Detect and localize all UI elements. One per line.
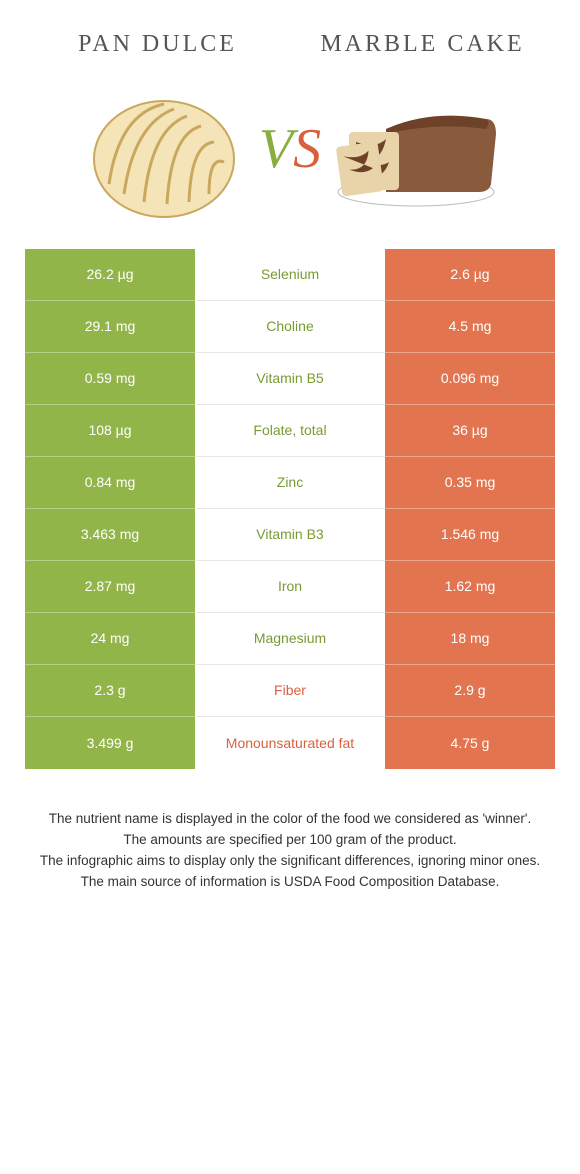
- right-value-cell: 18 mg: [385, 613, 555, 665]
- nutrient-label-cell: Iron: [195, 561, 385, 613]
- table-row: 24 mgMagnesium18 mg: [25, 613, 555, 665]
- right-food-title: Marble cake: [290, 30, 555, 59]
- table-row: 0.59 mgVitamin B50.096 mg: [25, 353, 555, 405]
- left-food-title: Pan dulce: [25, 30, 290, 59]
- right-value-cell: 1.62 mg: [385, 561, 555, 613]
- marble-cake-image: [331, 74, 501, 224]
- left-value-cell: 26.2 µg: [25, 249, 195, 301]
- right-value-cell: 4.5 mg: [385, 301, 555, 353]
- table-row: 0.84 mgZinc0.35 mg: [25, 457, 555, 509]
- right-value-cell: 0.096 mg: [385, 353, 555, 405]
- nutrient-label-cell: Choline: [195, 301, 385, 353]
- nutrient-label-cell: Vitamin B3: [195, 509, 385, 561]
- nutrient-label-cell: Monounsaturated fat: [195, 717, 385, 769]
- table-row: 2.3 gFiber2.9 g: [25, 665, 555, 717]
- header-titles: Pan dulce Marble cake: [25, 30, 555, 59]
- left-value-cell: 3.463 mg: [25, 509, 195, 561]
- left-value-cell: 0.59 mg: [25, 353, 195, 405]
- left-value-cell: 29.1 mg: [25, 301, 195, 353]
- footnote-line: The amounts are specified per 100 gram o…: [35, 830, 545, 851]
- footnote-line: The infographic aims to display only the…: [35, 851, 545, 872]
- vs-label: VS: [259, 117, 321, 181]
- left-value-cell: 0.84 mg: [25, 457, 195, 509]
- nutrient-label-cell: Magnesium: [195, 613, 385, 665]
- images-row: VS: [25, 74, 555, 224]
- right-value-cell: 36 µg: [385, 405, 555, 457]
- comparison-table: 26.2 µgSelenium2.6 µg29.1 mgCholine4.5 m…: [25, 249, 555, 769]
- table-row: 3.463 mgVitamin B31.546 mg: [25, 509, 555, 561]
- nutrient-label-cell: Selenium: [195, 249, 385, 301]
- vs-s: S: [293, 118, 321, 180]
- left-value-cell: 3.499 g: [25, 717, 195, 769]
- vs-v: V: [259, 118, 293, 180]
- nutrient-label-cell: Vitamin B5: [195, 353, 385, 405]
- left-value-cell: 2.87 mg: [25, 561, 195, 613]
- nutrient-label-cell: Fiber: [195, 665, 385, 717]
- right-title-col: Marble cake: [290, 30, 555, 59]
- table-row: 29.1 mgCholine4.5 mg: [25, 301, 555, 353]
- footnotes: The nutrient name is displayed in the co…: [25, 809, 555, 893]
- footnote-line: The main source of information is USDA F…: [35, 872, 545, 893]
- left-title-col: Pan dulce: [25, 30, 290, 59]
- right-value-cell: 1.546 mg: [385, 509, 555, 561]
- left-value-cell: 24 mg: [25, 613, 195, 665]
- table-row: 3.499 gMonounsaturated fat4.75 g: [25, 717, 555, 769]
- footnote-line: The nutrient name is displayed in the co…: [35, 809, 545, 830]
- right-value-cell: 2.9 g: [385, 665, 555, 717]
- right-value-cell: 4.75 g: [385, 717, 555, 769]
- nutrient-label-cell: Zinc: [195, 457, 385, 509]
- table-row: 2.87 mgIron1.62 mg: [25, 561, 555, 613]
- left-value-cell: 2.3 g: [25, 665, 195, 717]
- right-value-cell: 2.6 µg: [385, 249, 555, 301]
- pan-dulce-image: [79, 74, 249, 224]
- table-row: 108 µgFolate, total36 µg: [25, 405, 555, 457]
- table-row: 26.2 µgSelenium2.6 µg: [25, 249, 555, 301]
- left-value-cell: 108 µg: [25, 405, 195, 457]
- right-value-cell: 0.35 mg: [385, 457, 555, 509]
- nutrient-label-cell: Folate, total: [195, 405, 385, 457]
